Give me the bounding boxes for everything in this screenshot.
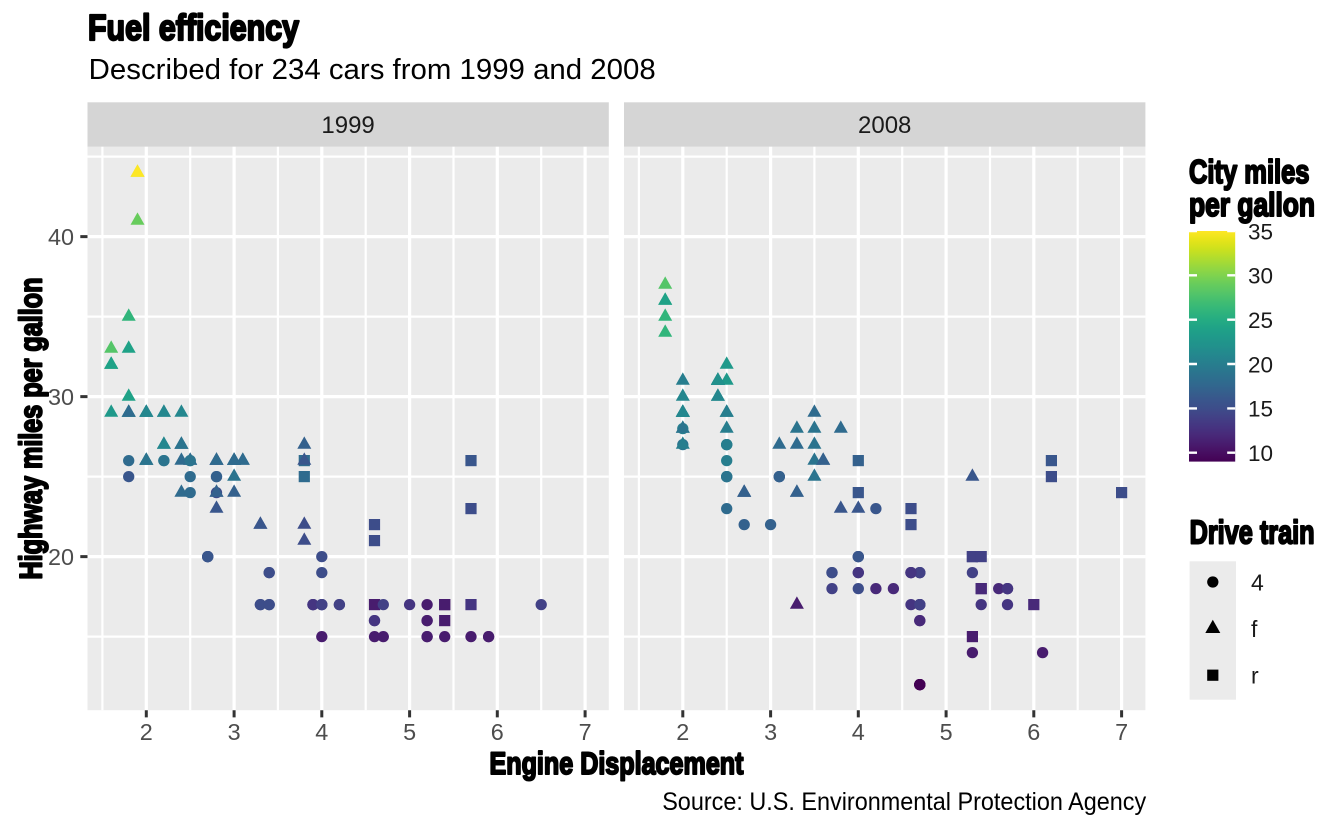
svg-text:4: 4 bbox=[1251, 569, 1264, 595]
svg-text:6: 6 bbox=[491, 719, 504, 745]
svg-text:10: 10 bbox=[1248, 441, 1273, 466]
svg-text:2: 2 bbox=[140, 719, 153, 745]
svg-text:40: 40 bbox=[48, 224, 74, 250]
svg-text:30: 30 bbox=[1248, 264, 1273, 289]
svg-text:City miles: City miles bbox=[1189, 153, 1310, 190]
svg-text:Source: U.S. Environmental Pro: Source: U.S. Environmental Protection Ag… bbox=[662, 788, 1146, 816]
svg-text:30: 30 bbox=[48, 384, 74, 410]
svg-text:5: 5 bbox=[940, 719, 953, 745]
svg-text:7: 7 bbox=[579, 719, 592, 745]
svg-text:4: 4 bbox=[315, 719, 328, 745]
svg-text:1999: 1999 bbox=[321, 112, 374, 139]
svg-text:20: 20 bbox=[1248, 352, 1273, 377]
svg-text:15: 15 bbox=[1248, 397, 1273, 422]
svg-text:Fuel efficiency: Fuel efficiency bbox=[88, 8, 299, 48]
svg-text:per gallon: per gallon bbox=[1189, 186, 1315, 223]
svg-text:Engine Displacement: Engine Displacement bbox=[490, 745, 744, 781]
svg-text:2: 2 bbox=[676, 719, 689, 745]
svg-text:7: 7 bbox=[1115, 719, 1128, 745]
svg-text:Described for 234 cars from 19: Described for 234 cars from 1999 and 200… bbox=[89, 54, 656, 86]
svg-text:35: 35 bbox=[1248, 219, 1273, 244]
svg-text:25: 25 bbox=[1248, 308, 1273, 333]
svg-text:20: 20 bbox=[48, 544, 74, 570]
svg-text:5: 5 bbox=[403, 719, 416, 745]
svg-text:Drive train: Drive train bbox=[1190, 514, 1315, 551]
svg-text:3: 3 bbox=[764, 719, 777, 745]
svg-text:6: 6 bbox=[1027, 719, 1040, 745]
svg-text:2008: 2008 bbox=[858, 112, 911, 139]
svg-text:Highway miles per gallon: Highway miles per gallon bbox=[13, 278, 49, 580]
svg-text:3: 3 bbox=[228, 719, 241, 745]
svg-text:f: f bbox=[1251, 616, 1258, 642]
svg-text:4: 4 bbox=[852, 719, 865, 745]
svg-text:r: r bbox=[1251, 663, 1259, 689]
